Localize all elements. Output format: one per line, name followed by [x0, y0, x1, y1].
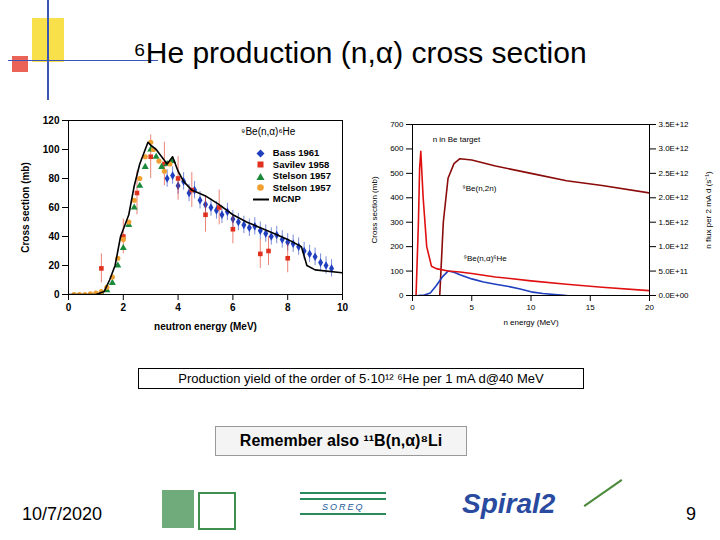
- svg-text:⁹Be(n,α)⁶He: ⁹Be(n,α)⁶He: [241, 126, 296, 137]
- svg-text:2: 2: [121, 302, 127, 313]
- svg-text:40: 40: [48, 231, 60, 242]
- svg-text:neutron energy (MeV): neutron energy (MeV): [154, 321, 257, 332]
- html-text:Stelson 1957: Stelson 1957: [272, 181, 331, 193]
- html-text:⁶He production (n,α) cross sec: ⁶He production (n,α) cross section: [133, 36, 587, 69]
- svg-text:60: 60: [48, 202, 60, 213]
- svg-text:⁹Be(n,2n): ⁹Be(n,2n): [462, 184, 496, 193]
- svg-text:n flux per 2 mA d (s⁻¹): n flux per 2 mA d (s⁻¹): [704, 171, 713, 249]
- svg-text:2.0E+12: 2.0E+12: [659, 193, 690, 202]
- svg-text:6: 6: [230, 302, 236, 313]
- svg-text:300: 300: [390, 218, 404, 227]
- html-text:SOREQ: SOREQ: [322, 502, 365, 512]
- svg-text:5.0E+11: 5.0E+11: [659, 267, 689, 276]
- html-text:Bass 1961: Bass 1961: [272, 147, 320, 158]
- svg-text:10: 10: [337, 302, 349, 313]
- svg-text:500: 500: [390, 169, 404, 178]
- html-text:Remember also ¹¹B(n,α)⁸Li: Remember also ¹¹B(n,α)⁸Li: [239, 432, 443, 449]
- html-text:10/7/2020: 10/7/2020: [22, 504, 103, 524]
- svg-text:80: 80: [48, 173, 60, 184]
- html-text:Stelson 1957: Stelson 1957: [272, 170, 331, 181]
- svg-text:20: 20: [48, 260, 60, 271]
- svg-text:8: 8: [285, 302, 291, 313]
- svg-text:4: 4: [175, 302, 181, 313]
- svg-text:0.0E+00: 0.0E+00: [659, 291, 690, 300]
- svg-text:10: 10: [527, 303, 536, 312]
- svg-text:Cross section (mb): Cross section (mb): [20, 162, 31, 253]
- svg-text:700: 700: [390, 120, 404, 129]
- svg-text:0: 0: [399, 291, 404, 300]
- svg-text:200: 200: [390, 242, 404, 251]
- svg-text:3.5E+12: 3.5E+12: [659, 120, 690, 129]
- svg-text:0: 0: [66, 302, 72, 313]
- svg-text:n in Be target: n in Be target: [433, 135, 481, 144]
- svg-text:100: 100: [43, 144, 60, 155]
- svg-text:120: 120: [43, 115, 60, 126]
- svg-text:1.5E+12: 1.5E+12: [659, 218, 690, 227]
- svg-text:0: 0: [410, 303, 415, 312]
- svg-text:n energy (MeV): n energy (MeV): [503, 318, 558, 327]
- html-text:MCNP: MCNP: [272, 193, 301, 204]
- svg-text:3.0E+12: 3.0E+12: [659, 144, 690, 153]
- svg-text:15: 15: [586, 303, 595, 312]
- svg-text:600: 600: [390, 144, 404, 153]
- html-text:Production yield of the order: Production yield of the order of 5·10¹² …: [178, 371, 544, 386]
- svg-text:1.0E+12: 1.0E+12: [659, 242, 690, 251]
- html-text:Spiral2: Spiral2: [462, 488, 556, 519]
- svg-text:0: 0: [54, 289, 60, 300]
- svg-text:Cross section (mb): Cross section (mb): [370, 176, 379, 243]
- svg-text:100: 100: [390, 267, 404, 276]
- svg-text:400: 400: [390, 193, 404, 202]
- svg-text:20: 20: [645, 303, 654, 312]
- html-text:9: 9: [686, 504, 696, 524]
- html-text:Savilev 1958: Savilev 1958: [272, 158, 330, 170]
- svg-text:⁹Be(n,α)⁶He: ⁹Be(n,α)⁶He: [463, 254, 507, 263]
- svg-text:2.5E+12: 2.5E+12: [659, 169, 690, 178]
- svg-text:5: 5: [470, 303, 475, 312]
